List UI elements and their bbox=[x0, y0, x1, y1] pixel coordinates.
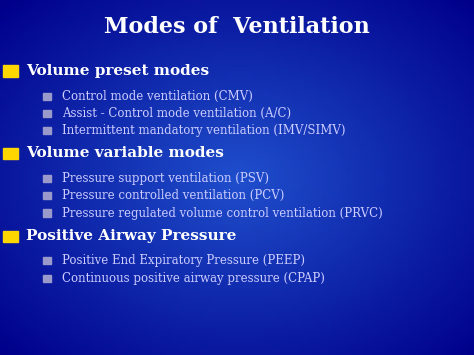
Bar bbox=[43, 209, 51, 217]
Text: Positive End Expiratory Pressure (PEEP): Positive End Expiratory Pressure (PEEP) bbox=[62, 255, 305, 267]
Text: Continuous positive airway pressure (CPAP): Continuous positive airway pressure (CPA… bbox=[62, 272, 325, 285]
Text: Pressure regulated volume control ventilation (PRVC): Pressure regulated volume control ventil… bbox=[62, 207, 383, 219]
Text: Intermittent mandatory ventilation (IMV/SIMV): Intermittent mandatory ventilation (IMV/… bbox=[62, 124, 345, 137]
Bar bbox=[43, 175, 51, 182]
Bar bbox=[43, 110, 51, 117]
Bar bbox=[3, 148, 18, 159]
Bar bbox=[43, 275, 51, 282]
Bar bbox=[3, 65, 18, 77]
Bar bbox=[3, 231, 18, 242]
Text: Pressure controlled ventilation (PCV): Pressure controlled ventilation (PCV) bbox=[62, 189, 284, 202]
Text: Assist - Control mode ventilation (A/C): Assist - Control mode ventilation (A/C) bbox=[62, 107, 291, 120]
Bar bbox=[43, 93, 51, 100]
Text: Positive Airway Pressure: Positive Airway Pressure bbox=[26, 229, 237, 244]
Bar bbox=[43, 127, 51, 134]
Text: Modes of  Ventilation: Modes of Ventilation bbox=[104, 16, 370, 38]
Bar bbox=[43, 257, 51, 264]
Bar bbox=[43, 192, 51, 199]
Text: Volume variable modes: Volume variable modes bbox=[26, 146, 224, 160]
Text: Control mode ventilation (CMV): Control mode ventilation (CMV) bbox=[62, 90, 253, 103]
Text: Volume preset modes: Volume preset modes bbox=[26, 64, 209, 78]
Text: Pressure support ventilation (PSV): Pressure support ventilation (PSV) bbox=[62, 172, 269, 185]
